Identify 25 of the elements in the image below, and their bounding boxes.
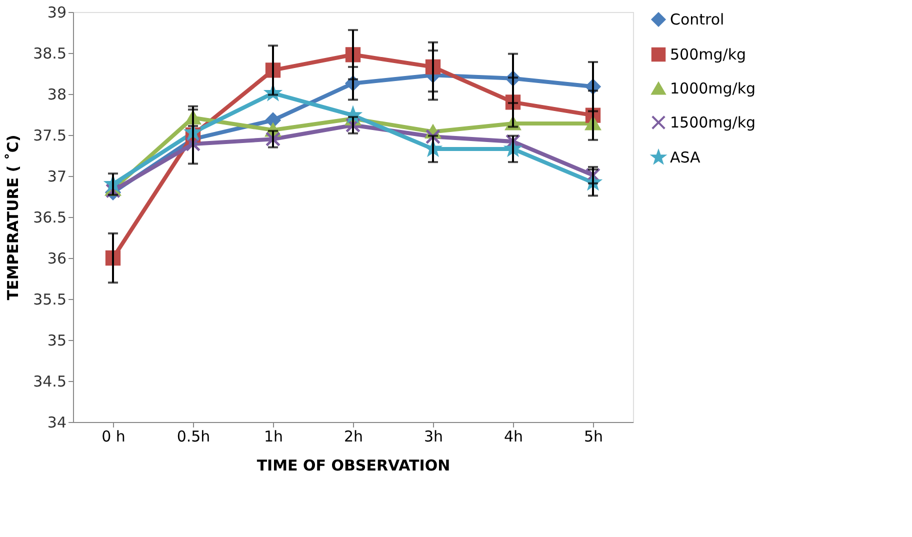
y-tick-label: 38.5 bbox=[33, 44, 66, 62]
y-tick-label: 35 bbox=[47, 332, 66, 350]
legend-label: 1500mg/kg bbox=[670, 114, 756, 132]
y-tick-label: 39 bbox=[47, 4, 66, 22]
y-axis-title: TEMPERATURE ( ˚C) bbox=[4, 134, 22, 300]
legend-label: 1000mg/kg bbox=[670, 80, 756, 98]
x-tick-label: 0.5h bbox=[176, 428, 210, 446]
y-tick-label: 35.5 bbox=[33, 290, 66, 308]
y-tick-label: 38 bbox=[47, 86, 66, 104]
y-tick-label: 36 bbox=[47, 250, 66, 268]
x-tick-label: 4h bbox=[504, 428, 524, 446]
y-tick-label: 37.5 bbox=[33, 126, 66, 144]
y-tick-label: 37 bbox=[47, 168, 66, 186]
x-tick-label: 5h bbox=[584, 428, 604, 446]
y-tick-label: 34.5 bbox=[33, 372, 66, 390]
x-tick-label: 1h bbox=[264, 428, 284, 446]
legend-label: Control bbox=[670, 10, 724, 28]
x-axis-title: TIME OF OBSERVATION bbox=[256, 456, 450, 474]
legend-label: ASA bbox=[670, 148, 702, 166]
y-tick-label: 36.5 bbox=[33, 208, 66, 226]
y-tick-label: 34 bbox=[47, 414, 66, 432]
x-tick-label: 2h bbox=[344, 428, 364, 446]
legend-label: 500mg/kg bbox=[670, 46, 746, 64]
x-tick-label: 3h bbox=[424, 428, 444, 446]
x-tick-label: 0 h bbox=[102, 428, 126, 446]
